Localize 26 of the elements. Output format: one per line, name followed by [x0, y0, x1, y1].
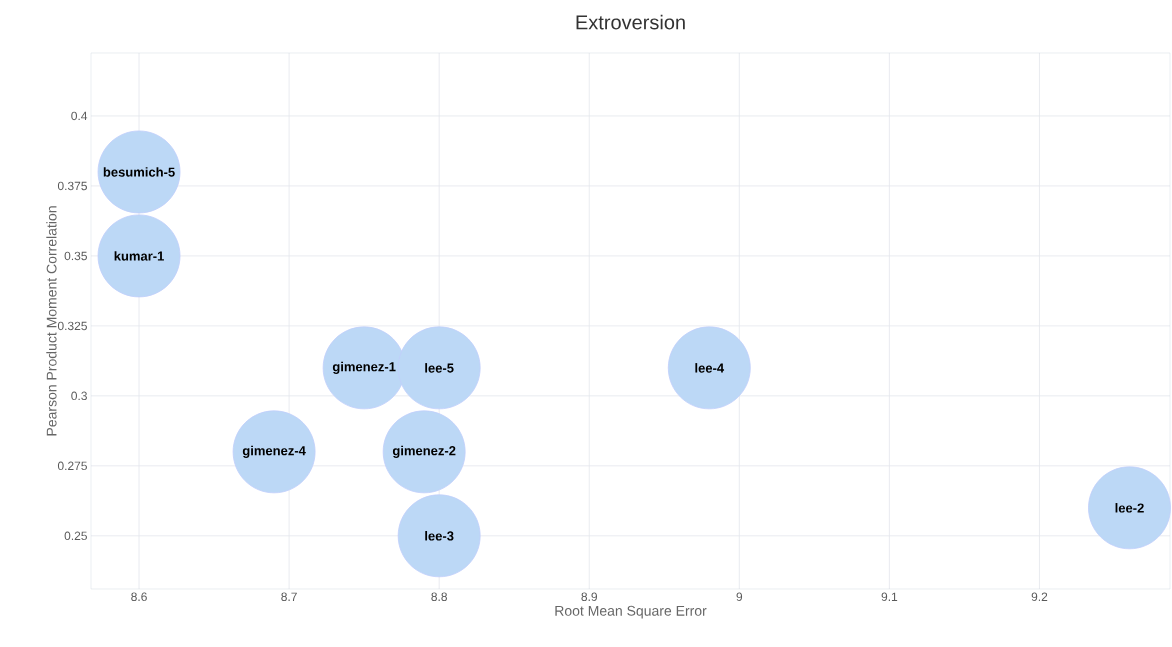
- x-tick-label: 9.2: [1031, 592, 1048, 602]
- y-tick-label: 0.25: [64, 531, 87, 541]
- x-tick-label: 9: [736, 592, 743, 602]
- annotation: lee-2: [1115, 503, 1144, 513]
- chart-title: Extroversion: [576, 14, 685, 30]
- x-tick-label: 8.7: [281, 592, 297, 602]
- annotation: lee-3: [425, 531, 454, 541]
- annotation: gimenez-4: [242, 445, 306, 458]
- annotation: besumich-5: [103, 167, 175, 177]
- x-tick-label: 8.6: [131, 592, 147, 602]
- annotation: lee-4: [695, 363, 725, 373]
- x-tick-label: 8.8: [431, 592, 447, 602]
- y-tick-label: 0.3: [71, 391, 87, 401]
- y-tick-label: 0.325: [57, 321, 87, 331]
- y-axis-title: Pearson Product Moment Correlation: [46, 206, 57, 436]
- x-axis-title: Root Mean Square Error: [555, 605, 707, 619]
- y-tick-label: 0.35: [64, 251, 87, 261]
- x-tick-label: 8.9: [581, 592, 598, 602]
- y-tick-label: 0.275: [57, 461, 87, 471]
- y-tick-label: 0.375: [57, 181, 87, 191]
- annotation: kumar-1: [114, 251, 164, 261]
- annotation: gimenez-2: [392, 445, 456, 458]
- x-tick-label: 9.1: [881, 592, 898, 602]
- annotation: gimenez-1: [332, 361, 396, 374]
- annotation: lee-5: [425, 363, 454, 373]
- y-tick-label: 0.4: [71, 111, 88, 121]
